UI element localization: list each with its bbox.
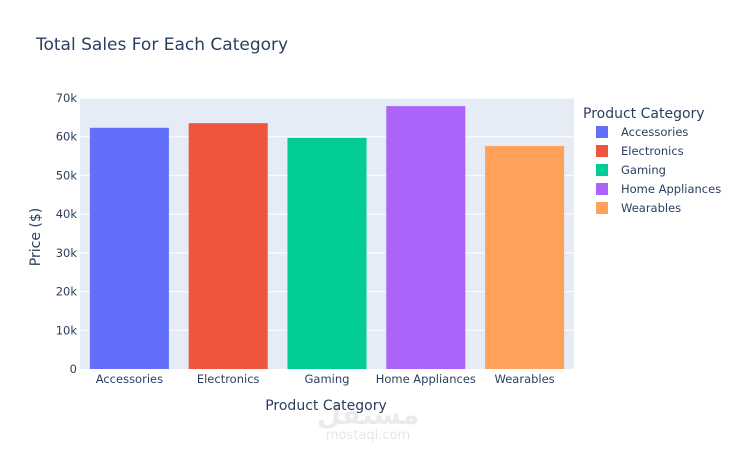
- legend-swatch: [596, 183, 608, 195]
- y-tick-label: 30k: [56, 246, 78, 260]
- x-tick-label: Home Appliances: [376, 372, 476, 386]
- x-tick-label: Wearables: [495, 372, 555, 386]
- y-tick-label: 10k: [56, 323, 78, 337]
- legend-swatch: [596, 164, 608, 176]
- x-axis-ticks: Accessories Electronics Gaming Home Applian…: [96, 372, 555, 386]
- y-tick-label: 0: [70, 362, 77, 376]
- bar-home-appliances: [386, 106, 466, 369]
- legend-item-label: Electronics: [621, 144, 684, 158]
- legend-swatch: [596, 145, 608, 157]
- x-tick-label: Gaming: [305, 372, 350, 386]
- x-tick-label: Electronics: [197, 372, 260, 386]
- bar-accessories: [89, 127, 169, 369]
- y-tick-label: 20k: [56, 285, 78, 299]
- y-tick-label: 60k: [56, 130, 78, 144]
- bars: [89, 106, 565, 370]
- watermark: مستقل mostaql.com: [317, 398, 419, 443]
- legend-title: Product Category: [583, 106, 705, 122]
- y-tick-label: 40k: [56, 207, 78, 221]
- watermark-logo: مستقل: [317, 398, 419, 431]
- legend-item-label: Home Appliances: [621, 182, 721, 196]
- legend-item-label: Wearables: [621, 201, 681, 215]
- y-axis-ticks: 0 10k 20k 30k 40k 50k 60k 70k: [56, 91, 78, 376]
- bar-electronics: [188, 123, 268, 370]
- x-axis-title: Product Category: [265, 398, 387, 414]
- legend-item-label: Gaming: [621, 163, 666, 177]
- x-tick-label: Accessories: [96, 372, 163, 386]
- legend-swatch: [596, 126, 608, 138]
- legend-swatch: [596, 202, 608, 214]
- y-tick-label: 70k: [56, 91, 78, 105]
- watermark-text: mostaql.com: [326, 428, 410, 443]
- legend-item-label: Accessories: [621, 125, 688, 139]
- bar-gaming: [287, 137, 367, 369]
- bar-wearables: [485, 146, 565, 369]
- chart-title: Total Sales For Each Category: [35, 35, 288, 55]
- legend: Product Category Accessories Electronics G…: [583, 106, 721, 215]
- y-tick-label: 50k: [56, 168, 78, 182]
- y-axis-title: Price ($): [28, 208, 44, 266]
